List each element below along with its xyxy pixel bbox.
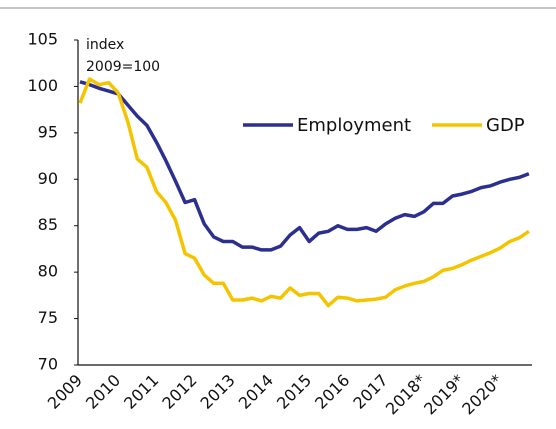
x-tick-label: 2015: [273, 371, 315, 413]
y-tick-label: 85: [38, 215, 58, 234]
x-tick-label: 2014: [235, 371, 277, 413]
x-tick-label: 2016: [311, 371, 353, 413]
y-tick-label: 105: [27, 30, 58, 49]
y-tick-label: 95: [38, 122, 58, 141]
x-tick-label: 2011: [120, 371, 162, 413]
legend-label: Employment: [297, 115, 411, 136]
series-line: [78, 77, 530, 308]
y-tick-label: 80: [38, 262, 58, 281]
legend-label: GDP: [486, 115, 525, 136]
y-tick-label: 70: [38, 355, 58, 374]
x-tick-label: 2013: [197, 371, 239, 413]
x-tick-label: 2018*: [382, 371, 430, 419]
y-tick-label: 75: [38, 308, 58, 327]
x-tick-label: 2009: [44, 371, 86, 413]
annotation: 2009=100: [86, 59, 160, 75]
y-tick-label: 100: [27, 76, 58, 95]
annotation: index: [86, 37, 124, 53]
x-tick-label: 2010: [82, 371, 124, 413]
y-tick-label: 90: [38, 169, 58, 188]
series-line: [79, 80, 530, 252]
x-tick-label: 2019*: [420, 371, 468, 419]
x-tick-label: 2020*: [458, 371, 506, 419]
x-tick-label: 2012: [158, 371, 200, 413]
